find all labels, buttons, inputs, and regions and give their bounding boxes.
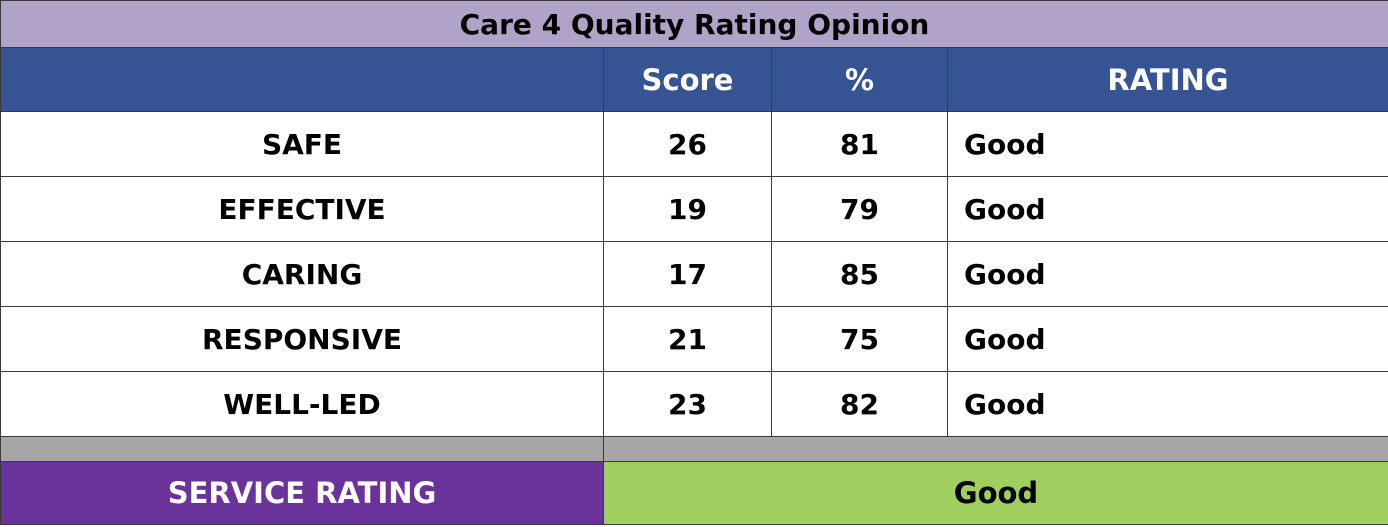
- row-score: 21: [603, 306, 772, 372]
- table-row: WELL-LED 23 82 Good: [0, 371, 1388, 437]
- row-percent: 85: [771, 241, 948, 307]
- row-percent: 79: [771, 176, 948, 242]
- row-domain: WELL-LED: [0, 371, 604, 437]
- table-row: RESPONSIVE 21 75 Good: [0, 306, 1388, 372]
- table-title: Care 4 Quality Rating Opinion: [0, 0, 1388, 48]
- table-row: SAFE 26 81 Good: [0, 111, 1388, 177]
- row-domain: RESPONSIVE: [0, 306, 604, 372]
- row-score: 17: [603, 241, 772, 307]
- row-percent: 82: [771, 371, 948, 437]
- row-domain: CARING: [0, 241, 604, 307]
- title-row: Care 4 Quality Rating Opinion: [0, 0, 1388, 48]
- service-rating-value: Good: [603, 461, 1388, 525]
- row-domain: SAFE: [0, 111, 604, 177]
- table-row: CARING 17 85 Good: [0, 241, 1388, 307]
- spacer-row: [0, 436, 1388, 462]
- row-domain: EFFECTIVE: [0, 176, 604, 242]
- service-rating-label: SERVICE RATING: [0, 461, 604, 525]
- row-score: 23: [603, 371, 772, 437]
- spacer-right: [603, 436, 1388, 462]
- header-row: Score % RATING: [0, 47, 1388, 112]
- footer-row: SERVICE RATING Good: [0, 461, 1388, 525]
- row-percent: 75: [771, 306, 948, 372]
- spacer-left: [0, 436, 604, 462]
- row-score: 19: [603, 176, 772, 242]
- row-score: 26: [603, 111, 772, 177]
- header-score: Score: [603, 47, 772, 112]
- row-percent: 81: [771, 111, 948, 177]
- row-rating: Good: [947, 371, 1388, 437]
- header-domain: [0, 47, 604, 112]
- table-row: EFFECTIVE 19 79 Good: [0, 176, 1388, 242]
- header-rating: RATING: [947, 47, 1388, 112]
- header-percent: %: [771, 47, 948, 112]
- row-rating: Good: [947, 111, 1388, 177]
- row-rating: Good: [947, 176, 1388, 242]
- row-rating: Good: [947, 241, 1388, 307]
- row-rating: Good: [947, 306, 1388, 372]
